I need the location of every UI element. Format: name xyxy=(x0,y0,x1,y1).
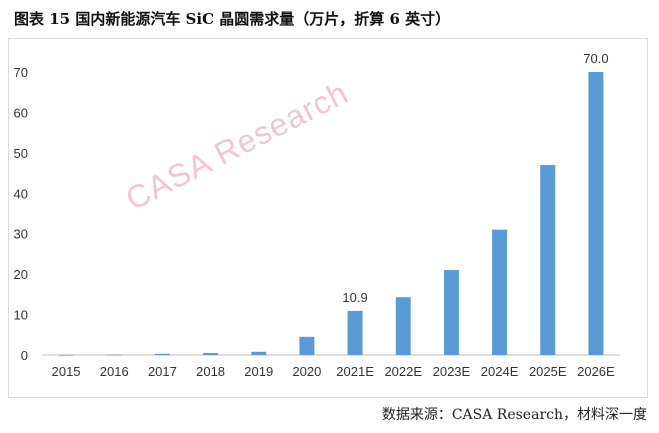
bar xyxy=(588,72,604,355)
y-tick-label: 30 xyxy=(14,227,28,242)
bar xyxy=(106,354,122,356)
chart-title: 图表 15 国内新能源汽车 SiC 晶圆需求量（万片，折算 6 英寸） xyxy=(14,10,451,28)
bar xyxy=(492,229,508,355)
x-tick-label: 2019 xyxy=(244,364,273,379)
bar xyxy=(299,336,315,355)
bar xyxy=(251,351,267,355)
data-label: 10.9 xyxy=(342,290,367,305)
x-tick-label: 2020 xyxy=(292,364,321,379)
y-tick-label: 20 xyxy=(14,267,28,282)
bar xyxy=(58,354,74,356)
bar xyxy=(154,353,170,355)
y-tick-label: 50 xyxy=(14,146,28,161)
x-tick-label: 2023E xyxy=(433,364,471,379)
x-tick-label: 2016 xyxy=(100,364,129,379)
y-tick-label: 0 xyxy=(21,348,28,363)
bar-chart: 0 10 20 30 40 50 60 70 2015 2016 2017 2018 2019 2020 2… xyxy=(14,51,620,379)
source-note: 数据来源：CASA Research，材料深一度 xyxy=(381,407,647,423)
x-tick-label: 2026E xyxy=(577,364,615,379)
bar xyxy=(203,352,219,355)
x-tick-label: 2015 xyxy=(52,364,81,379)
bar xyxy=(540,164,556,355)
y-tick-label: 40 xyxy=(14,186,28,201)
x-tick-label: 2024E xyxy=(481,364,519,379)
x-tick-label: 2018 xyxy=(196,364,225,379)
x-tick-label: 2025E xyxy=(529,364,567,379)
bar xyxy=(347,310,363,355)
x-tick-label: 2022E xyxy=(384,364,422,379)
bar xyxy=(443,270,459,355)
data-label: 70.0 xyxy=(583,51,608,66)
x-tick-label: 2021E xyxy=(336,364,374,379)
y-tick-label: 60 xyxy=(14,105,28,120)
x-tick-label: 2017 xyxy=(148,364,177,379)
bar xyxy=(395,297,411,355)
y-tick-label: 70 xyxy=(14,65,28,80)
y-tick-label: 10 xyxy=(14,308,28,323)
